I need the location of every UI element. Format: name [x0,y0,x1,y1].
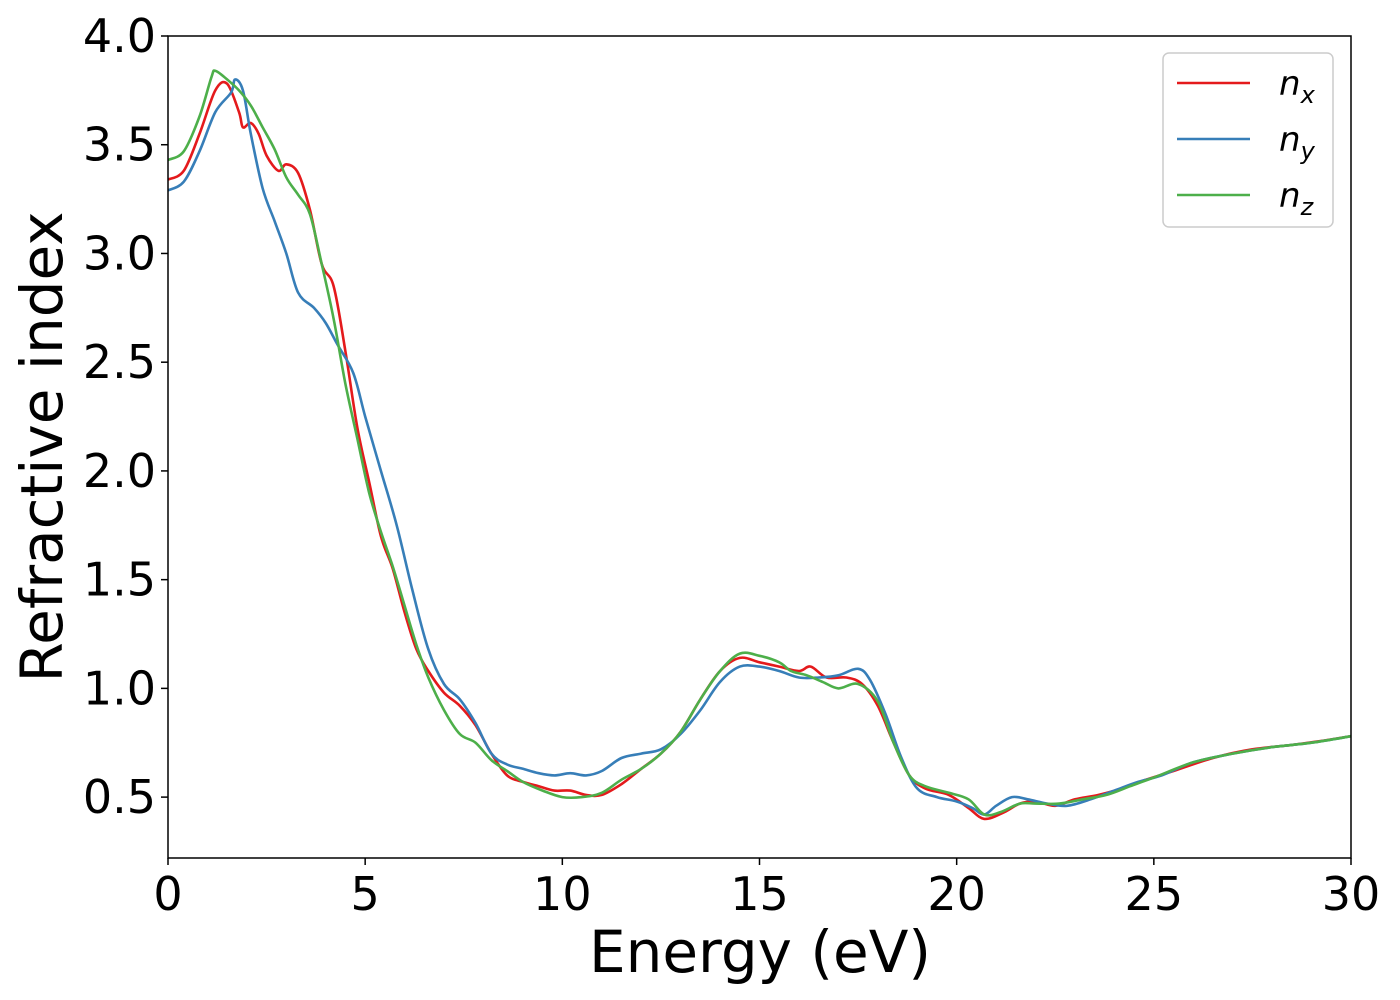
x-axis-title: Energy (eV) [589,918,931,986]
legend-label: ny [1279,120,1316,165]
legend-item-n-x: nx [1177,64,1316,109]
x-axis: 0 5 10 15 20 25 30 [153,858,1380,921]
legend: nx ny nz [1162,52,1334,228]
x-tick-label: 15 [730,867,789,921]
legend-item-n-y: ny [1177,120,1316,165]
x-tick-label: 20 [927,867,986,921]
legend-item-n-z: nz [1177,176,1315,221]
y-axis: 0.5 1.0 1.5 2.0 2.5 3.0 3.5 4.0 [83,9,168,824]
y-tick-label: 0.5 [83,770,156,824]
y-tick-label: 2.5 [83,335,156,389]
series-line-n-y [168,78,1351,816]
x-tick-label: 10 [533,867,592,921]
y-tick-label: 2.0 [83,444,156,498]
series-layer [168,69,1351,821]
x-tick-label: 5 [351,867,380,921]
y-tick-label: 1.0 [83,661,156,715]
legend-label: nx [1279,64,1316,109]
y-tick-label: 4.0 [83,9,156,63]
x-tick-label: 30 [1322,867,1381,921]
y-tick-label: 3.0 [83,226,156,280]
y-tick-label: 3.5 [83,118,156,172]
y-axis-title: Refractive index [8,211,76,682]
y-tick-label: 1.5 [83,553,156,607]
legend-label: nz [1279,176,1315,221]
x-tick-label: 0 [153,867,182,921]
series-line-n-z [168,69,1351,817]
x-tick-label: 25 [1125,867,1184,921]
